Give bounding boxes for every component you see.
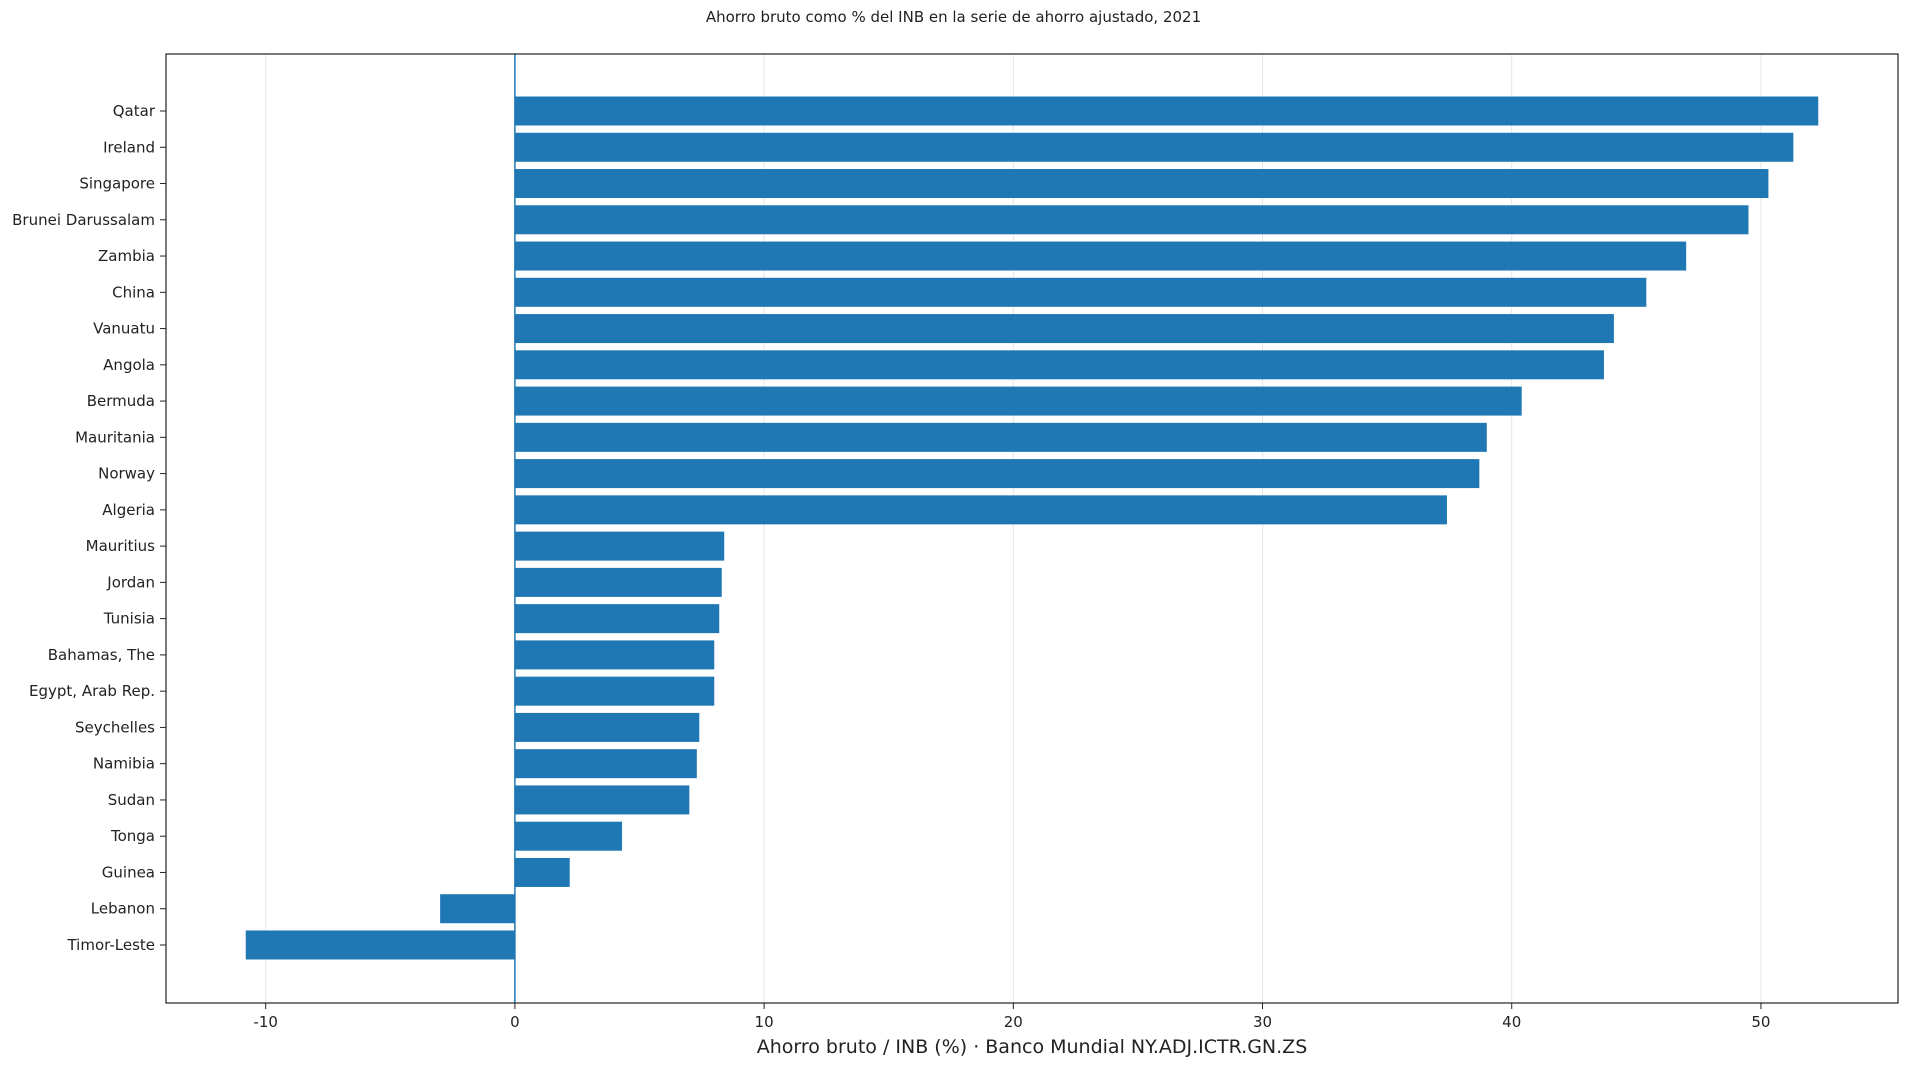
bar-sudan [514,785,690,815]
y-tick-label: Angola [103,356,155,374]
bar-mauritania [514,422,1487,452]
x-tick-label: 40 [1502,1013,1521,1031]
y-tick-label: Singapore [79,175,155,193]
y-tick-label: Bermuda [87,392,155,410]
y-tick-label: Brunei Darussalam [12,211,155,229]
y-tick-label: Seychelles [75,718,155,736]
x-tick-label: -10 [253,1013,278,1031]
bar-namibia [514,749,697,779]
bar-china [514,277,1647,307]
y-tick-label: Tunisia [103,610,155,628]
bar-guinea [514,857,570,887]
bar-mauritius [514,531,725,561]
x-tick-label: 10 [755,1013,774,1031]
y-tick-label: Mauritania [75,428,155,446]
y-tick-label: Jordan [106,573,155,591]
x-axis-label: Ahorro bruto / INB (%) · Banco Mundial N… [756,1036,1308,1058]
y-tick-label: China [112,283,155,301]
bar-angola [514,350,1604,380]
bar-tonga [514,821,623,851]
y-tick-label: Namibia [93,755,155,773]
bar-singapore [514,169,1769,199]
bar-jordan [514,567,722,597]
bar-ireland [514,132,1794,162]
y-tick-label: Mauritius [86,537,156,555]
bar-lebanon [440,894,515,924]
bar-seychelles [514,712,700,742]
bar-qatar [514,96,1819,126]
y-tick-label: Sudan [108,791,155,809]
y-tick-label: Lebanon [91,900,155,918]
bar-algeria [514,495,1447,525]
y-tick-label: Tonga [110,827,155,845]
bar-layer [245,96,1819,960]
bar-timor-leste [245,930,515,960]
chart-title: Ahorro bruto como % del INB en la serie … [705,8,1202,26]
bar-egypt-arab-rep [514,676,715,706]
y-tick-label: Guinea [102,863,155,881]
bar-zambia [514,241,1687,271]
y-tick-label: Algeria [102,501,155,519]
x-tick-label: 30 [1253,1013,1272,1031]
y-tick-label: Timor-Leste [66,936,155,954]
plot-frame [165,53,1899,1004]
y-tick-label: Qatar [113,102,156,120]
y-tick-label: Egypt, Arab Rep. [29,682,155,700]
x-tick-label: 0 [510,1013,520,1031]
y-tick-label: Vanuatu [93,320,155,338]
y-tick-label: Ireland [103,138,155,156]
bar-bermuda [514,386,1522,416]
bar-brunei-darussalam [514,205,1749,235]
y-tick-label: Norway [98,465,155,483]
x-tick-label: 20 [1004,1013,1023,1031]
bar-norway [514,459,1480,489]
bar-tunisia [514,604,720,634]
bar-vanuatu [514,314,1614,344]
bar-bahamas-the [514,640,715,670]
y-tick-label: Bahamas, The [48,646,155,664]
x-tick-label: 50 [1751,1013,1770,1031]
y-tick-label: Zambia [98,247,155,265]
axis-layer: -10 0 10 20 30 40 50 Qatar Ireland Singapore Brune… [12,53,1899,1031]
